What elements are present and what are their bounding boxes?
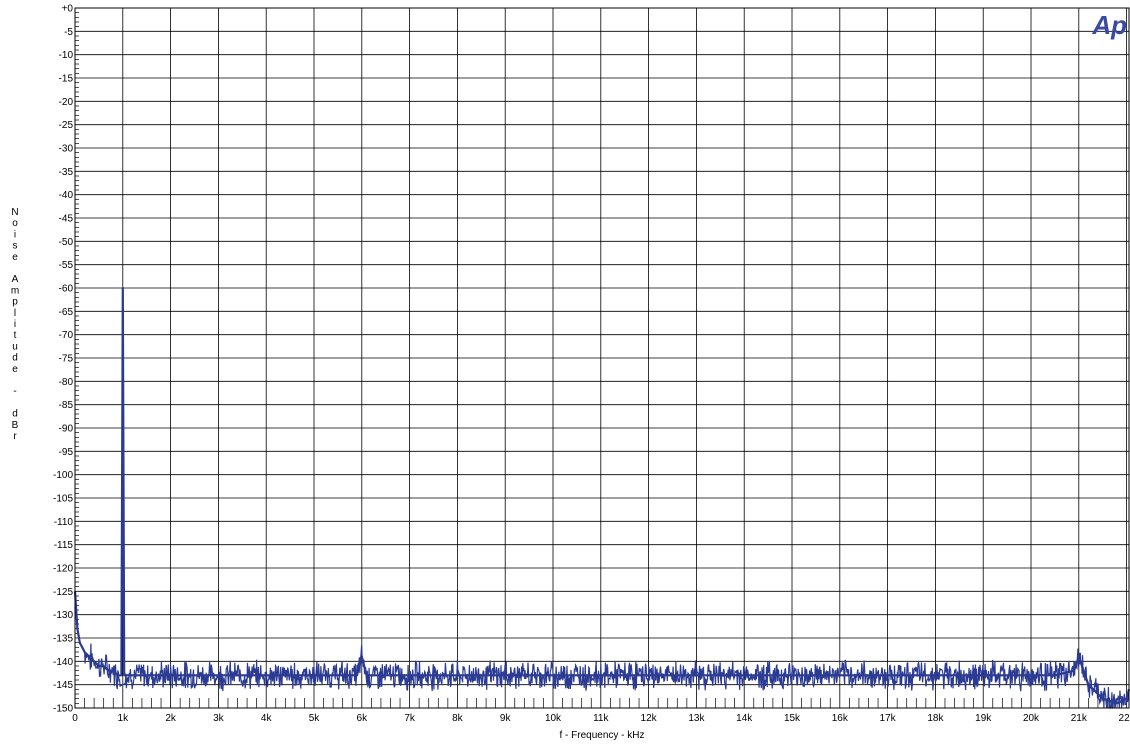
plot-border <box>74 7 1130 709</box>
x-tick-label: 7k <box>404 713 416 724</box>
x-tick-label: 5k <box>309 713 321 724</box>
y-tick-label: -95 <box>59 447 74 458</box>
y-axis-title-char: s <box>13 241 18 252</box>
y-tick-label: -115 <box>54 540 74 551</box>
y-axis-title-char: p <box>12 297 18 308</box>
y-tick-label: -65 <box>59 307 74 318</box>
y-tick-label: -20 <box>59 97 74 108</box>
y-tick-label: -30 <box>59 144 74 155</box>
x-tick-labels: 0 1k 2k 3k 4k 5k 6k 7k 8k 9k 10k 11k 12k 13k 14k 15k 16k… <box>72 713 1130 724</box>
minor-ticks <box>75 12 1118 708</box>
y-tick-label: -135 <box>53 634 73 645</box>
y-tick-label: -90 <box>59 424 74 435</box>
x-tick-label: 17k <box>880 713 897 724</box>
y-axis-title-char: e <box>12 364 18 375</box>
y-axis-title-char: e <box>12 252 18 263</box>
x-tick-label: 4k <box>261 713 273 724</box>
y-tick-label: -35 <box>59 167 74 178</box>
y-axis-title-char: i <box>14 229 16 240</box>
y-tick-label: -80 <box>59 377 74 388</box>
y-tick-label: -85 <box>59 400 74 411</box>
x-tick-label: 12k <box>641 713 658 724</box>
x-tick-label: 22k <box>1119 713 1130 724</box>
y-tick-label: -55 <box>59 260 74 271</box>
y-axis-title-char: o <box>12 218 18 229</box>
y-axis-title-char: i <box>14 319 16 330</box>
y-tick-label: +0 <box>62 4 74 15</box>
y-tick-label: -150 <box>53 704 73 715</box>
y-axis-title-char: - <box>13 386 16 397</box>
x-tick-label: 13k <box>688 713 705 724</box>
y-axis-title-char: A <box>12 274 19 285</box>
y-tick-label: -5 <box>64 27 73 38</box>
x-tick-label: 8k <box>452 713 464 724</box>
x-tick-label: 0 <box>72 713 78 724</box>
y-tick-labels: +0 -5 -10 -15 -20 -25 -30 -35 -40 -45 -50 -55 -60 -65… <box>53 4 73 715</box>
y-tick-label: -15 <box>59 74 74 85</box>
y-axis-title-char: r <box>13 431 17 442</box>
y-axis-title-char: u <box>12 341 18 352</box>
x-tick-label: 15k <box>784 713 801 724</box>
y-tick-label: -100 <box>53 470 73 481</box>
x-tick-label: 3k <box>213 713 225 724</box>
x-tick-label: 19k <box>975 713 992 724</box>
x-axis-title: f - Frequency - kHz <box>559 730 644 741</box>
y-tick-label: -145 <box>53 680 73 691</box>
x-tick-label: 14k <box>736 713 753 724</box>
y-tick-label: -45 <box>59 214 74 225</box>
y-tick-label: -50 <box>59 237 74 248</box>
x-tick-label: 16k <box>832 713 849 724</box>
x-tick-label: 10k <box>545 713 562 724</box>
y-axis-title-char: d <box>12 409 18 420</box>
y-tick-label: -60 <box>59 284 74 295</box>
y-axis-title-char: N <box>11 207 18 218</box>
y-axis-title-char: d <box>12 353 18 364</box>
x-tick-label: 20k <box>1023 713 1040 724</box>
y-tick-label: -105 <box>53 494 73 505</box>
y-axis-title-char: B <box>12 420 19 431</box>
x-tick-label: 1k <box>118 713 130 724</box>
y-tick-label: -25 <box>59 120 74 131</box>
series-layer <box>73 286 1130 709</box>
y-tick-label: -110 <box>54 517 74 528</box>
grid-lines <box>74 7 1129 709</box>
y-axis-title-char: m <box>11 285 19 296</box>
y-tick-label: -40 <box>59 190 74 201</box>
y-tick-label: -140 <box>53 657 73 668</box>
y-axis-title-char: t <box>14 330 17 341</box>
x-tick-label: 6k <box>357 713 369 724</box>
series-noise-trace <box>84 643 1130 709</box>
x-tick-label: 9k <box>500 713 512 724</box>
y-tick-label: -70 <box>59 330 74 341</box>
x-tick-label: 2k <box>165 713 177 724</box>
y-axis-title-char: l <box>14 308 16 319</box>
x-tick-label: 21k <box>1071 713 1088 724</box>
y-tick-label: -75 <box>59 354 74 365</box>
ap-logo: Ap <box>1091 10 1127 40</box>
x-tick-label: 18k <box>927 713 944 724</box>
y-tick-label: -120 <box>53 564 73 575</box>
x-tick-label: 11k <box>593 713 609 724</box>
y-tick-label: -10 <box>59 50 74 61</box>
y-tick-label: -130 <box>53 610 73 621</box>
y-tick-label: -125 <box>53 587 73 598</box>
